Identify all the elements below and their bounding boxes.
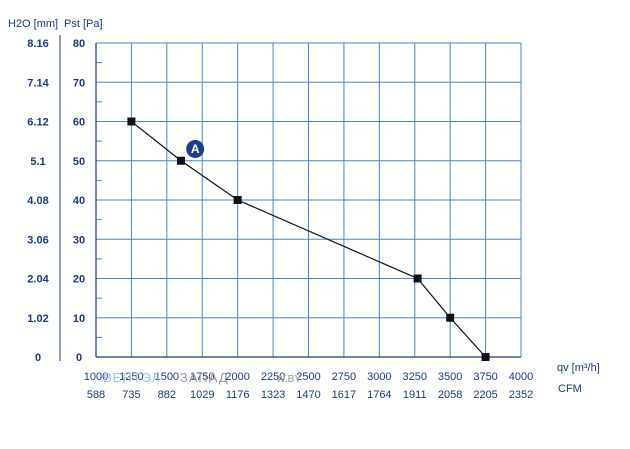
series-group xyxy=(127,117,490,361)
data-point xyxy=(127,117,136,126)
y-tick-label-mm: 7.14 xyxy=(27,77,49,89)
x-tick-label-m3h: 3250 xyxy=(403,371,427,383)
y-tick-label-pa: 0 xyxy=(76,352,82,364)
watermark-site: W.BY xyxy=(276,374,301,385)
x-ticks-m3h: 1000 1250 1500 1750 2000 2250 2500 2750 3000 3250… xyxy=(84,371,533,383)
y-tick-label-pa: 10 xyxy=(73,313,85,325)
data-point xyxy=(233,196,242,204)
x-tick-label-m3h: 1500 xyxy=(155,371,179,383)
y-ticks-pa: 0 10 20 30 40 50 60 70 80 xyxy=(73,38,85,364)
y-tick-label-pa: 50 xyxy=(73,156,85,168)
x-ticks-cfm: 588 735 882 1029 1176 1323 1470 1617 1764 1911 205… xyxy=(87,389,533,401)
x-tick-label-cfm: 882 xyxy=(158,389,176,401)
data-point xyxy=(446,313,455,322)
x-tick-label-m3h: 2750 xyxy=(332,371,356,383)
data-point xyxy=(481,353,490,361)
y-tick-label-mm: 0 xyxy=(35,352,41,364)
x-tick-label-cfm: 1470 xyxy=(296,389,320,401)
y-tick-label-mm: 1.02 xyxy=(27,313,48,325)
x-tick-label-m3h: 3500 xyxy=(438,371,462,383)
major-gridlines xyxy=(95,42,522,357)
series-line xyxy=(131,121,487,358)
y-tick-label-pa: 40 xyxy=(73,195,85,207)
x-tick-label-cfm: 735 xyxy=(122,389,140,401)
x-axis-label: qv [m³/h] xyxy=(557,362,600,374)
x-tick-label-m3h: 3000 xyxy=(367,371,391,383)
x-tick-label-m3h: 2000 xyxy=(225,371,249,383)
x-tick-label-m3h: 1750 xyxy=(190,371,214,383)
x-tick-label-cfm: 1029 xyxy=(190,389,214,401)
x-tick-label-cfm: 2205 xyxy=(473,389,497,401)
x-tick-label-cfm: 1764 xyxy=(367,389,391,401)
x-tick-label-cfm: 1176 xyxy=(226,389,250,401)
minor-gridlines xyxy=(96,62,102,338)
y-tick-label-pa: 70 xyxy=(73,77,85,89)
y-tick-label-mm: 5.1 xyxy=(30,156,45,168)
y-tick-label-pa: 80 xyxy=(73,38,85,50)
y-ticks-mm: 0 1.02 2.04 3.06 4.08 5.1 6.12 7.14 8.16 xyxy=(27,38,49,364)
x-tick-label-m3h: 1000 xyxy=(84,371,108,383)
watermark: ВЕНТЭЛ ЗАПАД W.BY xyxy=(103,370,301,385)
badge-text: A xyxy=(191,142,200,156)
badge-circle xyxy=(186,139,205,158)
y-tick-label-mm: 6.12 xyxy=(27,117,48,129)
x-tick-label-cfm: 2058 xyxy=(438,389,462,401)
x-tick-label-cfm: 1323 xyxy=(261,389,285,401)
y-tick-label-mm: 4.08 xyxy=(27,195,48,207)
x-tick-label-m3h: 3750 xyxy=(473,371,497,383)
y-axis-right-label: Pst [Pa] xyxy=(64,18,103,30)
y-tick-label-pa: 60 xyxy=(73,117,85,129)
curve-label-badge: A xyxy=(186,139,205,158)
axes xyxy=(59,35,521,361)
y-tick-label-mm: 2.04 xyxy=(27,274,49,286)
y-tick-label-pa: 20 xyxy=(73,274,85,286)
x-axis-secondary-label: CFM xyxy=(558,383,582,395)
x-tick-label-cfm: 2352 xyxy=(509,389,533,401)
x-tick-label-m3h: 1250 xyxy=(119,371,143,383)
x-tick-label-cfm: 1617 xyxy=(332,389,356,401)
x-tick-label-m3h: 4000 xyxy=(509,371,533,383)
y-tick-label-mm: 8.16 xyxy=(27,38,48,50)
watermark-brand-right: ЗАПАД xyxy=(180,370,229,385)
x-tick-label-cfm: 588 xyxy=(87,389,105,401)
y-tick-label-pa: 30 xyxy=(73,234,85,246)
data-point xyxy=(177,156,185,165)
x-tick-label-m3h: 2500 xyxy=(296,371,320,383)
x-tick-label-m3h: 2250 xyxy=(261,371,285,383)
data-point xyxy=(413,274,422,283)
y-axis-left-label: H2O [mm] xyxy=(8,18,58,30)
watermark-brand-left: ВЕНТЭЛ xyxy=(103,370,161,385)
y-tick-label-mm: 3.06 xyxy=(27,234,48,246)
x-tick-label-cfm: 1911 xyxy=(403,389,427,401)
